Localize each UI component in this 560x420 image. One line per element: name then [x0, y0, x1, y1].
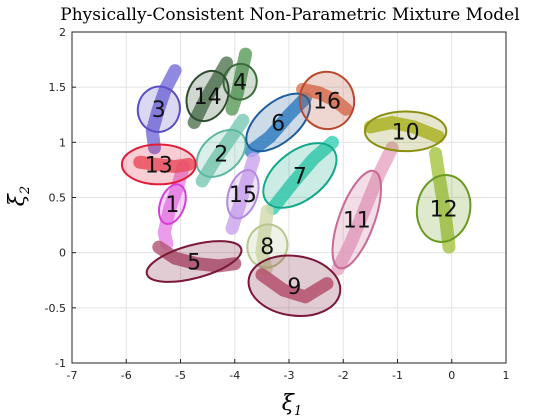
chart-title: Physically-Consistent Non-Parametric Mix… [60, 5, 519, 25]
cluster-7: 7 [262, 142, 338, 209]
cluster-16: 16 [298, 70, 356, 131]
y-tick-label: 0.5 [49, 192, 67, 205]
cluster-ellipse [331, 169, 382, 270]
trajectory-band [187, 56, 234, 129]
cluster-2: 2 [195, 128, 247, 178]
cluster-ellipse [145, 240, 243, 283]
cluster-label: 12 [430, 198, 458, 223]
y-tick-label: 1 [59, 136, 66, 149]
cluster-5: 5 [145, 240, 243, 283]
cluster-label: 10 [392, 120, 420, 145]
cluster-12: 12 [415, 174, 472, 243]
cluster-label: 4 [233, 71, 247, 96]
trajectory-band [296, 82, 353, 116]
x-tick-label: -3 [284, 369, 295, 382]
cluster-label: 2 [214, 142, 228, 167]
cluster-10: 10 [363, 110, 448, 153]
cluster-ellipse [363, 110, 448, 153]
trajectory-band [133, 155, 196, 174]
cluster-label: 8 [260, 235, 274, 260]
cluster-4: 4 [222, 62, 258, 101]
trajectory-band [152, 240, 242, 273]
x-tick-label: -5 [175, 369, 186, 382]
cluster-11: 11 [331, 169, 382, 270]
cluster-label: 15 [229, 183, 257, 208]
cluster-15: 15 [226, 169, 260, 220]
cluster-14: 14 [185, 69, 230, 123]
x-tick-label: -1 [392, 369, 403, 382]
trajectory-band [363, 116, 445, 144]
cluster-label: 16 [313, 89, 341, 114]
cluster-13: 13 [120, 143, 197, 186]
cluster-label: 13 [145, 153, 173, 178]
cluster-label: 5 [187, 250, 201, 275]
trajectory-band [244, 91, 312, 158]
x-tick-label: -6 [121, 369, 132, 382]
y-tick-label: 2 [59, 26, 66, 39]
cluster-label: 14 [194, 85, 222, 110]
trajectory-band [145, 64, 182, 155]
x-tick-label: -2 [338, 369, 349, 382]
cluster-1: 1 [157, 183, 187, 225]
y-axis-label: ξ2 [5, 186, 33, 206]
cluster-label: 3 [152, 98, 166, 123]
trajectory-band [429, 146, 456, 254]
cluster-label: 7 [293, 164, 307, 189]
cluster-label: 6 [271, 111, 285, 136]
y-tick-label: -1 [55, 357, 66, 370]
cluster-ellipse [195, 128, 247, 178]
cluster-ellipse [415, 174, 472, 243]
cluster-6: 6 [245, 92, 311, 153]
x-axis-ticks: -7 -6 -5 -4 -3 -2 -1 0 1 [67, 359, 510, 382]
trajectory-band [255, 268, 334, 304]
cluster-label: 1 [165, 193, 179, 218]
y-tick-label: -0.5 [45, 302, 66, 315]
cluster-3: 3 [136, 85, 181, 133]
cluster-label: 9 [287, 275, 301, 300]
x-tick-label: -4 [229, 369, 240, 382]
cluster-ellipse [157, 183, 187, 225]
cluster-label: 11 [343, 209, 371, 234]
trajectory-band [266, 135, 339, 215]
x-tick-label: 1 [503, 369, 510, 382]
trajectory-band [331, 141, 399, 276]
cluster-9: 9 [247, 254, 342, 317]
x-tick-label: 0 [448, 369, 455, 382]
cluster-ellipse [120, 143, 197, 186]
cluster-ellipse [185, 69, 230, 123]
cluster-ellipse [136, 85, 181, 133]
cluster-ellipse [222, 62, 258, 101]
x-tick-label: -7 [67, 369, 78, 382]
y-axis-ticks: -1 -0.5 0 0.5 1 1.5 2 [45, 26, 76, 370]
cluster-ellipse [245, 92, 311, 153]
cluster-ellipse [262, 142, 338, 209]
y-tick-label: 0 [59, 247, 66, 260]
cluster-ellipse [298, 70, 356, 131]
cluster-ellipse [247, 254, 342, 317]
y-tick-label: 1.5 [49, 81, 67, 94]
cluster-ellipse [226, 169, 260, 220]
x-axis-label: ξ1 [282, 391, 302, 419]
